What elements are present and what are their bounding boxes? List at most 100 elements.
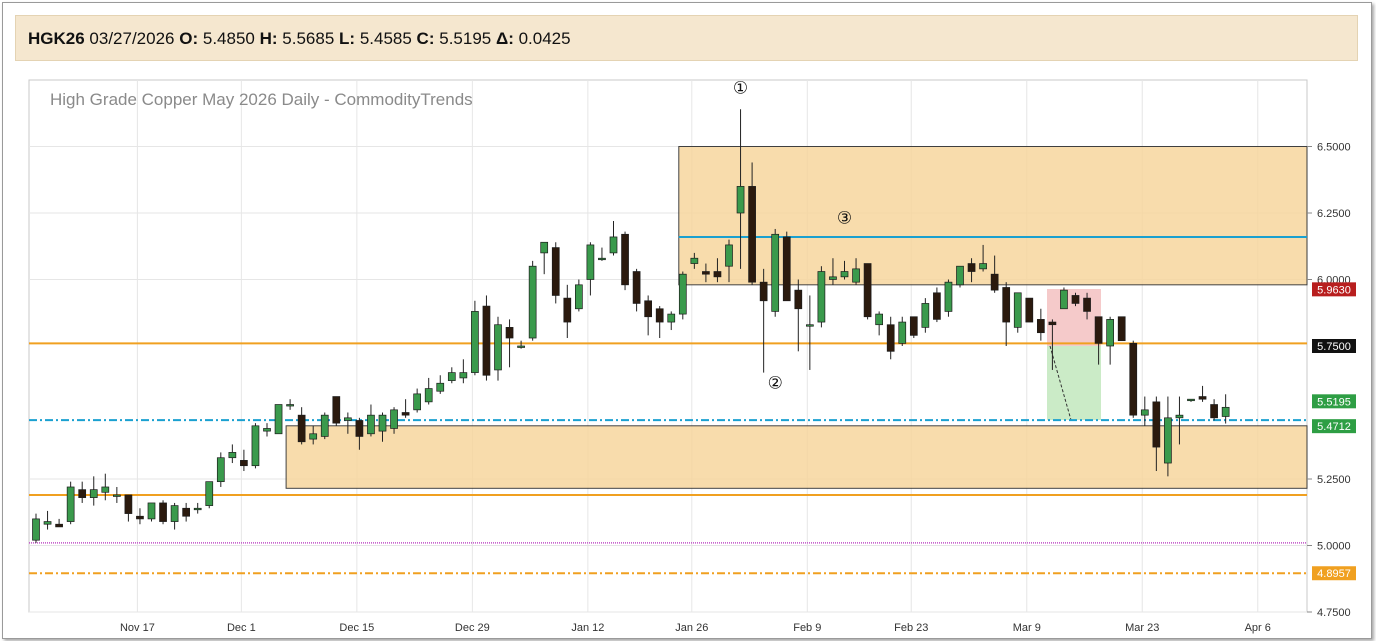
candle-body	[505, 327, 514, 339]
candle-body	[1210, 404, 1218, 419]
candle-body	[725, 244, 733, 267]
candle-body	[1164, 417, 1172, 464]
candle-body	[424, 388, 433, 403]
x-tick-label: Feb 23	[894, 622, 928, 634]
candle-body	[494, 324, 502, 371]
candle-body	[55, 523, 63, 528]
candle-body	[898, 321, 907, 344]
candle-body	[413, 393, 421, 411]
y-tick-label: 5.2500	[1317, 474, 1351, 486]
candle-body	[263, 428, 271, 432]
candle-body	[390, 409, 398, 429]
candle-body	[1187, 398, 1195, 402]
candle-body	[240, 460, 248, 467]
candle-body	[1129, 342, 1138, 416]
close-label: C:	[416, 29, 435, 48]
candle-body	[829, 276, 837, 280]
candle-body	[112, 494, 121, 497]
candle-body	[274, 404, 283, 435]
candle-body	[1198, 396, 1207, 400]
candle-body	[355, 420, 364, 437]
candle-body	[886, 324, 895, 352]
annotations: ① ② ③	[733, 78, 852, 393]
candle-body	[551, 247, 560, 296]
candle-body	[759, 281, 768, 302]
change-value: 0.0425	[518, 29, 571, 48]
candle-body	[1002, 287, 1011, 323]
candle-body	[944, 281, 953, 312]
candle-body	[852, 268, 860, 283]
symbol: HGK26	[28, 29, 85, 48]
candle-body	[332, 396, 341, 424]
candle-body	[632, 271, 641, 304]
candle-body	[805, 324, 814, 327]
candle-body	[1048, 321, 1057, 326]
candle-body	[216, 457, 225, 483]
candle-body	[840, 271, 849, 278]
price-labels: 5.9630 5.7500 5.5195 5.4712 4.8957	[1312, 282, 1356, 581]
price-label: 5.9630	[1317, 284, 1351, 296]
candle-body	[1175, 414, 1184, 419]
candle-body	[378, 414, 387, 432]
price-label-box	[1312, 394, 1356, 409]
candle-body	[66, 486, 75, 522]
candle-body	[1094, 316, 1103, 344]
x-tick-label: Dec 1	[227, 622, 256, 634]
pattern-marker: ②	[768, 374, 783, 394]
x-tick-label: Mar 23	[1125, 622, 1159, 634]
x-tick-label: Mar 9	[1013, 622, 1041, 634]
candle-body	[990, 273, 999, 291]
candle-body	[1140, 409, 1149, 416]
candle-body	[667, 313, 676, 323]
y-tick-label: 4.7500	[1317, 607, 1351, 619]
candle-body	[863, 263, 872, 318]
candle-body	[644, 300, 653, 318]
candle-body	[124, 494, 133, 514]
candle-body	[782, 236, 791, 302]
candle-body	[367, 414, 375, 435]
candle-body	[794, 289, 803, 310]
candle-body	[609, 236, 618, 254]
close-value: 5.5195	[439, 29, 492, 48]
candle-body	[228, 452, 237, 459]
candle-body	[771, 233, 780, 312]
candle-body	[286, 404, 294, 407]
candle-body	[1221, 406, 1230, 417]
candle-body	[933, 292, 941, 320]
candle-body	[678, 273, 687, 315]
y-tick-label: 5.0000	[1317, 541, 1351, 553]
candle-body	[1117, 316, 1126, 342]
trade-path	[1049, 345, 1072, 421]
price-label: 4.8957	[1317, 568, 1351, 580]
low-value: 5.4585	[359, 29, 412, 48]
candle-body	[459, 372, 468, 379]
candle-body	[655, 308, 664, 323]
candle-body	[598, 257, 606, 261]
candle-body	[32, 518, 40, 541]
candle-body	[78, 489, 87, 498]
candle-body	[921, 303, 930, 328]
zones	[285, 146, 1308, 489]
candle-body	[1152, 401, 1161, 448]
candle-body	[89, 489, 98, 498]
supply-demand-zone	[285, 425, 1308, 489]
candle-body	[309, 433, 318, 440]
ohlc-header: HGK26 03/27/2026 O: 5.4850 H: 5.5685 L: …	[15, 15, 1358, 61]
candle-body	[1013, 292, 1022, 328]
x-axis: Nov 17 Dec 1 Dec 15 Dec 29 Jan 12 Jan 26 Feb 9…	[120, 622, 1271, 634]
price-label-box	[1312, 566, 1356, 581]
x-tick-label: Nov 17	[120, 622, 155, 634]
candle-body	[967, 263, 976, 272]
pattern-marker: ③	[837, 209, 852, 229]
open-value: 5.4850	[202, 29, 255, 48]
candle-body	[517, 345, 525, 348]
high-value: 5.5685	[282, 29, 335, 48]
low-label: L:	[339, 29, 356, 48]
x-tick-label: Apr 6	[1245, 622, 1271, 634]
candle-body	[251, 425, 260, 467]
candle-body	[621, 233, 629, 286]
candle-body	[43, 521, 52, 525]
candle-body	[320, 414, 329, 437]
